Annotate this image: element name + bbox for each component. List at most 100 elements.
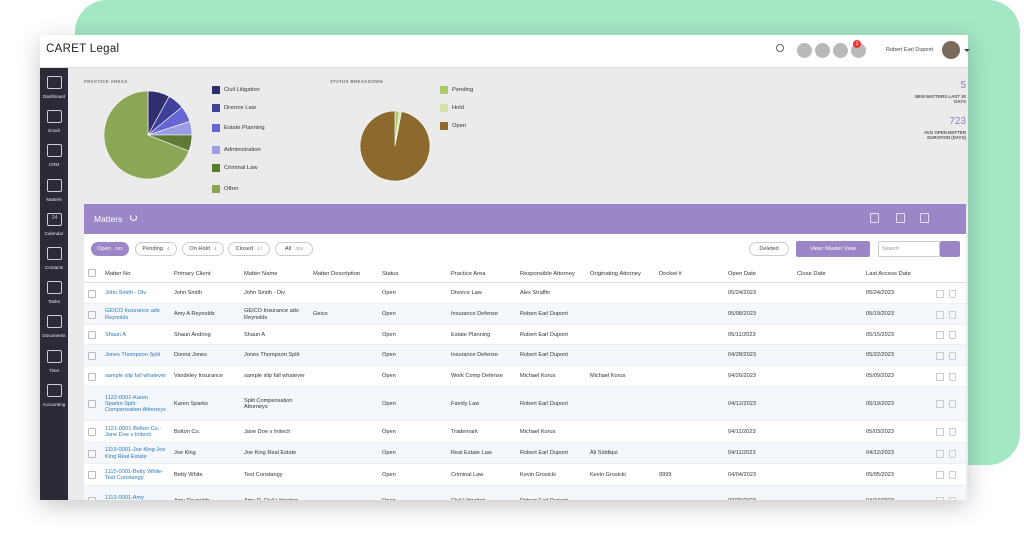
matter-link[interactable]: 1121-0001-Bolton Co.- Jane Doe v Initech — [105, 425, 162, 438]
sidebar-icon[interactable] — [47, 144, 62, 158]
edit-icon[interactable] — [936, 331, 944, 339]
sidebar-icon[interactable] — [47, 178, 62, 192]
edit-icon[interactable] — [936, 497, 944, 500]
edit-icon[interactable] — [936, 351, 944, 360]
sidebar-icon[interactable] — [47, 383, 62, 397]
sidebar-label[interactable]: Email — [48, 128, 60, 134]
matter-link[interactable]: Shaun A — [105, 331, 127, 338]
edit-icon[interactable] — [936, 372, 944, 381]
checkbox[interactable] — [88, 400, 96, 408]
avatar[interactable] — [942, 41, 960, 59]
table-row[interactable] — [84, 325, 966, 345]
delete-icon[interactable] — [949, 372, 956, 381]
delete-icon[interactable] — [949, 449, 956, 458]
table-row[interactable] — [84, 366, 966, 387]
sidebar-label[interactable]: Dashboard — [42, 94, 66, 99]
table-row[interactable] — [84, 421, 966, 443]
toolbar-icon[interactable] — [870, 213, 879, 223]
checkbox[interactable] — [88, 310, 96, 319]
sidebar-label[interactable]: Accounting — [42, 401, 66, 407]
edit-icon[interactable] — [936, 449, 944, 458]
checkbox[interactable] — [88, 351, 96, 360]
delete-icon[interactable] — [949, 289, 956, 298]
sidebar-icon[interactable] — [47, 349, 62, 363]
sidebar-label[interactable]: Matters — [46, 196, 62, 202]
edit-icon[interactable] — [936, 471, 944, 479]
matter-link[interactable]: 1115-0001-Betty White-Test Constangy — [105, 468, 164, 481]
filter-pill[interactable]: Closed 17 — [228, 242, 270, 256]
delete-icon[interactable] — [949, 351, 956, 360]
checkbox[interactable] — [88, 289, 96, 298]
edit-icon[interactable] — [936, 400, 944, 408]
matter-link[interactable]: 1113-0001-Amy Reynolds-Amy R. Civil — [105, 494, 144, 500]
sidebar-icon[interactable] — [47, 212, 62, 226]
matter-link[interactable]: GEICO Insurance adv. Reynolds — [105, 308, 161, 321]
sidebar-label[interactable]: Documents — [42, 333, 66, 339]
checkbox[interactable] — [88, 497, 96, 500]
sidebar-icon[interactable] — [47, 281, 62, 295]
search-input[interactable]: Search — [878, 241, 940, 257]
column-header: Matter Name — [244, 270, 278, 277]
sidebar-label[interactable]: Time — [48, 367, 60, 373]
sidebar-label[interactable]: Calendar — [44, 230, 64, 236]
sidebar-icon[interactable] — [47, 76, 62, 89]
table-cell: Michael Korus — [590, 373, 626, 380]
toolbar-icon[interactable] — [896, 213, 905, 223]
matter-link[interactable]: 1122-0001-Karen Sparks-Split Compensatio… — [105, 394, 166, 414]
sidebar-label[interactable]: Contacts — [44, 265, 64, 270]
delete-icon[interactable] — [949, 471, 956, 479]
edit-icon[interactable] — [936, 428, 944, 436]
filter-pill[interactable]: On Hold 4 — [182, 242, 224, 256]
legend-label: Estate Planning — [224, 125, 265, 131]
delete-icon[interactable] — [949, 331, 956, 339]
edit-icon[interactable] — [936, 289, 944, 298]
matter-link[interactable]: sample slip fall whatever — [105, 373, 166, 380]
filter-pill[interactable]: Pending 4 — [135, 242, 177, 256]
header-button[interactable] — [833, 43, 848, 58]
toolbar-icon[interactable] — [920, 213, 929, 223]
checkbox[interactable] — [88, 428, 96, 436]
edit-icon[interactable] — [936, 310, 944, 319]
filter-label: On Hold — [189, 246, 210, 252]
matter-link[interactable]: 1119-0001-Joe King-Joe King Real Estate — [105, 447, 166, 460]
delete-icon[interactable] — [949, 400, 956, 408]
header-button[interactable] — [815, 43, 830, 58]
view-button[interactable]: View: Master View — [796, 241, 870, 257]
table-cell: 05/24/2023 — [866, 290, 894, 297]
checkbox[interactable] — [88, 449, 96, 458]
checkbox[interactable] — [88, 372, 96, 381]
checkbox[interactable] — [88, 269, 96, 277]
refresh-icon[interactable] — [130, 214, 137, 221]
chart-title: PRACTICE AREAS — [84, 79, 128, 84]
table-cell: Robert Earl Dupont — [520, 331, 568, 338]
table-row[interactable] — [84, 486, 966, 500]
table-row[interactable] — [84, 345, 966, 366]
table-row[interactable] — [84, 387, 966, 421]
sidebar-icon[interactable] — [47, 110, 62, 124]
matter-link[interactable]: Jones Thompson Split — [105, 352, 161, 359]
delete-icon[interactable] — [949, 310, 956, 319]
sidebar-icon[interactable] — [47, 247, 62, 260]
dropdown-caret — [964, 49, 970, 52]
filter-pill[interactable]: Open 283 — [91, 242, 129, 256]
sidebar-label[interactable]: CRM — [48, 162, 60, 168]
filter-pill[interactable]: All 308 — [275, 242, 313, 256]
header-button[interactable] — [797, 43, 812, 58]
delete-icon[interactable] — [949, 497, 956, 500]
checkbox[interactable] — [88, 331, 96, 339]
table-row[interactable] — [84, 443, 966, 464]
sidebar-icon[interactable] — [47, 315, 62, 329]
table-row[interactable] — [84, 464, 966, 486]
table-cell: 04/12/2023 — [728, 400, 756, 407]
delete-icon[interactable] — [949, 428, 956, 436]
pie-chart — [359, 110, 431, 182]
filter-button[interactable] — [940, 241, 960, 257]
matter-link[interactable]: John Smith - Div — [105, 290, 147, 297]
legend-label: Open — [452, 123, 467, 129]
table-row[interactable] — [84, 283, 966, 304]
table-row[interactable] — [84, 304, 966, 325]
search-icon[interactable] — [776, 44, 784, 52]
sidebar-label[interactable]: Tasks — [48, 299, 60, 305]
deleted-button[interactable]: Deleted — [749, 242, 789, 256]
checkbox[interactable] — [88, 471, 96, 479]
